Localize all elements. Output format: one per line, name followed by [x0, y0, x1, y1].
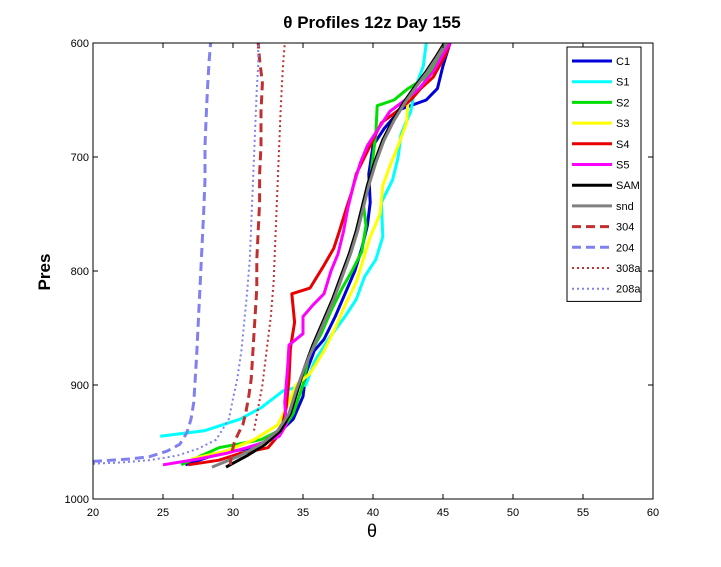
- plot-area: [93, 43, 452, 469]
- legend-label-S4: S4: [616, 139, 629, 151]
- x-tick-label: 45: [437, 507, 449, 519]
- legend-label-204: 204: [616, 242, 634, 254]
- series-line-snd: [211, 43, 448, 469]
- x-tick-label: 50: [507, 507, 519, 519]
- series-line-208a: [93, 43, 260, 465]
- legend-label-S3: S3: [616, 118, 629, 130]
- x-tick-label: 55: [577, 507, 589, 519]
- series-line-S2: [180, 43, 449, 467]
- legend-label-C1: C1: [616, 56, 630, 68]
- legend-label-snd: snd: [616, 201, 634, 213]
- y-tick-label: 1000: [65, 494, 89, 506]
- x-tick-label: 35: [297, 507, 309, 519]
- legend-box: [566, 46, 642, 302]
- legend-label-S5: S5: [616, 160, 629, 172]
- y-tick-label: 800: [71, 266, 89, 278]
- legend-label-304: 304: [616, 222, 634, 234]
- x-axis-label: θ: [367, 521, 377, 541]
- legend-label-308a: 308a: [616, 263, 641, 275]
- legend-label-S2: S2: [616, 97, 629, 109]
- x-tick-label: 20: [87, 507, 99, 519]
- legend-label-S1: S1: [616, 77, 629, 89]
- legend-label-SAM: SAM: [616, 180, 640, 192]
- y-tick-label: 900: [71, 380, 89, 392]
- y-tick-label: 700: [71, 152, 89, 164]
- x-tick-label: 25: [157, 507, 169, 519]
- x-tick-label: 30: [227, 507, 239, 519]
- x-tick-label: 40: [367, 507, 379, 519]
- legend: C1 S1 S2 S3 S4 S5 SAM snd 304 204 308a 208a: [566, 46, 642, 302]
- legend-label-208a: 208a: [616, 284, 641, 296]
- series-line-304: [228, 43, 264, 465]
- x-tick-label: 60: [647, 507, 659, 519]
- chart-title: θ Profiles 12z Day 155: [283, 13, 460, 32]
- y-axis-label: Pres: [35, 254, 54, 291]
- series-line-204: [93, 43, 213, 463]
- axes: 20 25 30 35 40 45 50 55 60 600 700 800 900 1000: [65, 38, 660, 519]
- y-tick-label: 600: [71, 38, 89, 50]
